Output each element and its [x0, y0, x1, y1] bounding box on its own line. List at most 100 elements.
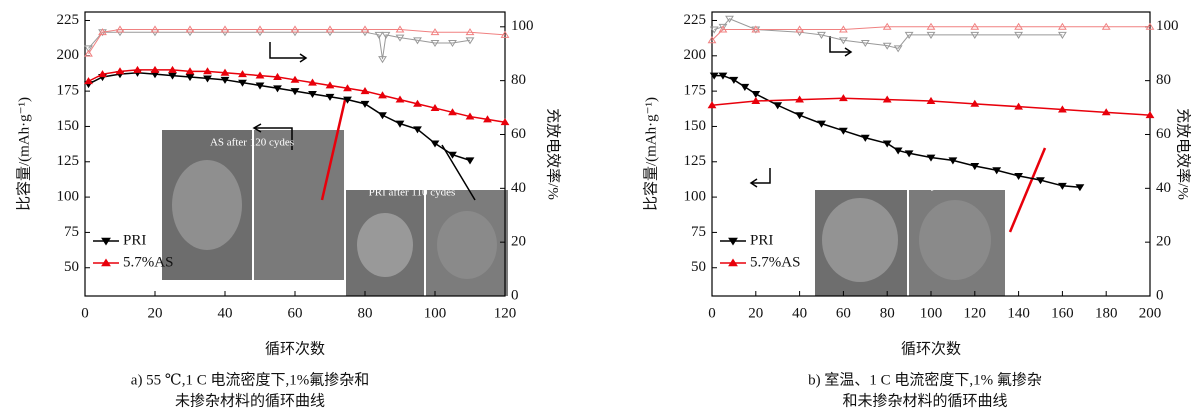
data-point [882, 140, 892, 148]
x-tick-label: 40 [792, 305, 807, 321]
legend-marker [101, 237, 111, 246]
particle [437, 211, 497, 279]
arrow [320, 99, 347, 201]
arrow [829, 36, 850, 53]
data-point [1036, 177, 1045, 185]
legend-label: 5.7%AS [123, 254, 173, 270]
y2-tick-label: 20 [511, 234, 526, 250]
data-point [465, 112, 475, 120]
data-point [860, 134, 870, 142]
y-tick-label: 200 [57, 47, 80, 63]
y2-tick-label: 0 [511, 287, 519, 303]
data-point [992, 167, 1002, 175]
data-point [483, 115, 492, 123]
data-point [343, 84, 352, 92]
arrow-head [749, 178, 758, 188]
arrow [441, 144, 476, 201]
data-point [185, 67, 195, 75]
y-tick-label: 225 [57, 12, 80, 28]
data-point [838, 37, 848, 45]
y-tick-label: 150 [57, 118, 80, 134]
data-point [1101, 22, 1111, 30]
y2-tick-label: 40 [511, 180, 526, 196]
data-point [255, 25, 265, 33]
data-point [203, 67, 212, 75]
data-point [740, 83, 750, 91]
data-point [838, 94, 848, 102]
arrow [255, 127, 293, 150]
data-point [926, 96, 936, 104]
y2-tick-label: 100 [511, 18, 534, 34]
data-point [1014, 22, 1024, 30]
data-point [430, 103, 440, 112]
data-point [1057, 22, 1067, 30]
data-point [238, 79, 247, 87]
caption: b) 室温、1 C 电流密度下,1% 氟掺杂 [808, 371, 1042, 388]
data-point [150, 25, 160, 33]
data-point [430, 40, 440, 48]
y-tick-label: 75 [691, 224, 706, 240]
y2-axis-label: 充放电效率/% [545, 108, 562, 200]
x-tick-label: 180 [1095, 305, 1118, 321]
annotation: PRI after 110 cydes [369, 187, 456, 199]
y-tick-label: 200 [684, 47, 707, 63]
y2-tick-label: 60 [511, 126, 526, 142]
data-point [374, 31, 384, 39]
caption: a) 55 ℃,1 C 电流密度下,1%氟掺杂和 [131, 371, 369, 388]
y-tick-label: 100 [57, 189, 80, 205]
data-point [465, 28, 475, 36]
data-point [904, 31, 914, 39]
data-point [707, 36, 717, 44]
data-point [220, 25, 230, 33]
data-point [718, 23, 728, 31]
x-tick-label: 200 [1139, 305, 1162, 321]
data-point [1145, 111, 1155, 119]
y-axis-label: 比容量/(mAh·g⁻¹) [642, 97, 659, 211]
data-point [238, 70, 247, 78]
data-point [817, 31, 826, 39]
data-point [381, 31, 391, 39]
x-axis-label: 循环次数 [901, 340, 961, 357]
red-arrows [320, 99, 1047, 233]
data-point [1145, 22, 1155, 30]
x-tick-label: 140 [1007, 305, 1030, 321]
data-point [1057, 182, 1067, 190]
particle [822, 198, 898, 282]
data-point [413, 37, 422, 45]
data-point [904, 150, 914, 158]
data-point [168, 72, 177, 80]
x-tick-label: 40 [218, 305, 233, 321]
caption: 和未掺杂材料的循环曲线 [842, 392, 1007, 409]
data-point [795, 112, 805, 120]
data-point [795, 95, 805, 103]
y-tick-label: 125 [57, 153, 80, 169]
x-tick-label: 100 [424, 305, 447, 321]
data-point [273, 85, 282, 93]
y2-tick-label: 60 [1156, 126, 1171, 142]
series-line [88, 69, 506, 123]
legend-label: 5.7%AS [750, 254, 800, 270]
particle [172, 160, 242, 250]
y-tick-label: 50 [64, 259, 79, 275]
data-point [751, 25, 761, 33]
data-point [970, 163, 980, 171]
series-line [714, 18, 1063, 49]
y2-tick-label: 40 [1156, 180, 1171, 196]
data-point [773, 102, 783, 110]
data-point [185, 25, 195, 33]
series-line [88, 31, 471, 60]
annotation: AS after 120 cydes [210, 137, 294, 149]
data-point [882, 22, 892, 30]
data-point [413, 126, 422, 134]
legend-marker [728, 237, 738, 246]
y2-axis-label: 充放电效率/% [1175, 108, 1191, 200]
x-tick-label: 60 [288, 305, 303, 321]
y2-tick-label: 100 [1156, 18, 1179, 34]
data-point [115, 67, 125, 75]
arrow [752, 168, 771, 184]
data-point [465, 37, 475, 45]
data-point [448, 151, 457, 159]
data-point [360, 100, 370, 108]
data-point [378, 91, 387, 99]
data-point [290, 25, 300, 33]
